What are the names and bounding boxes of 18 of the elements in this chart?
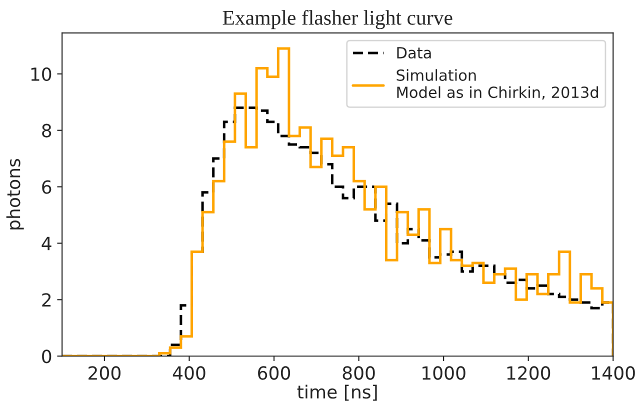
- x-tick-label: 1000: [422, 366, 466, 380]
- y-tick-label: 4: [42, 236, 52, 250]
- x-tick-label: 1200: [507, 366, 550, 380]
- x-axis-title: time [ns]: [297, 384, 377, 401]
- x-tick-label: 200: [88, 366, 120, 380]
- y-tick-label: 10: [31, 67, 52, 82]
- x-tick-label: 600: [258, 366, 290, 380]
- y-axis-title: photons: [6, 158, 24, 230]
- y-tick-label: 8: [42, 124, 52, 138]
- x-tick-label: 1400: [592, 366, 635, 380]
- legend-label: Simulation Model as in Chirkin, 2013d: [396, 69, 598, 100]
- y-tick-label: 6: [42, 180, 52, 194]
- y-tick-label: 0: [42, 350, 52, 364]
- legend-label: Data: [397, 47, 431, 59]
- y-tick-label: 2: [42, 293, 51, 307]
- x-tick-label: 400: [172, 366, 206, 380]
- chart-title: Example flasher light curve: [222, 10, 452, 30]
- x-tick-label: 800: [342, 366, 375, 380]
